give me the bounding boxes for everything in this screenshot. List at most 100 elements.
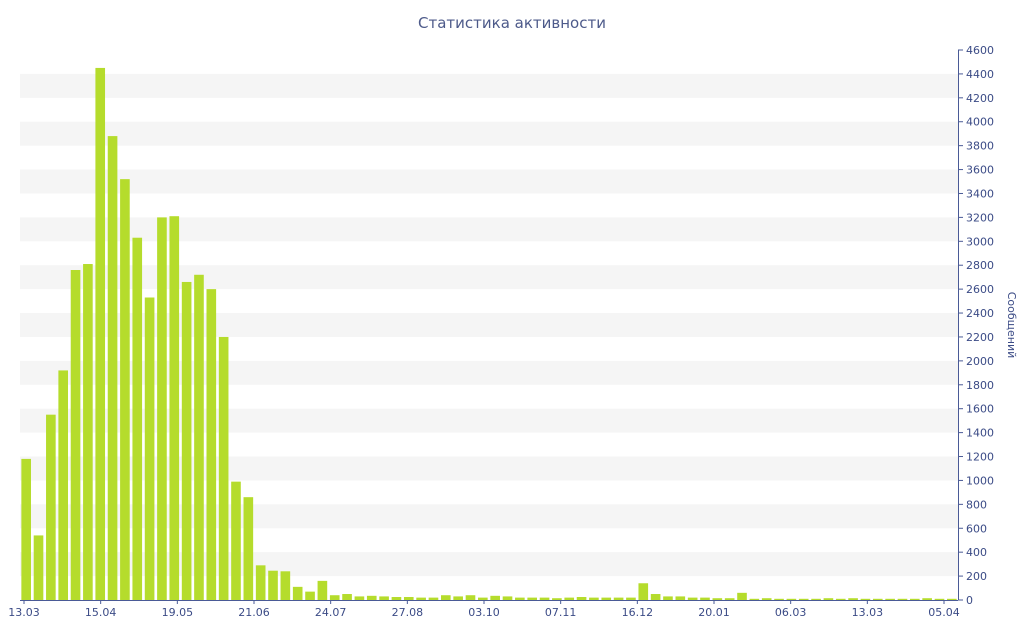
bar — [354, 596, 365, 600]
bar — [478, 597, 488, 600]
bar — [255, 565, 266, 600]
y-tick-label: 3000 — [966, 235, 994, 248]
x-tick-label: 16.12 — [622, 606, 654, 619]
y-tick-label: 2800 — [966, 259, 994, 272]
bar — [70, 270, 81, 600]
y-tick-label: 2600 — [966, 283, 994, 296]
bar — [601, 597, 612, 600]
grid-band — [20, 169, 958, 194]
bar — [46, 414, 56, 600]
grid-band — [20, 552, 958, 577]
bar — [576, 597, 587, 600]
bar — [885, 598, 895, 600]
bar — [416, 597, 426, 600]
grid-band — [20, 217, 958, 242]
bar — [218, 336, 229, 600]
chart-title: Статистика активности — [418, 14, 606, 32]
bar — [872, 598, 883, 600]
y-tick-label: 2000 — [966, 355, 994, 368]
grid-band — [20, 73, 958, 98]
bar — [527, 597, 538, 600]
bar — [638, 583, 649, 600]
bar — [21, 458, 31, 600]
y-tick-label: 600 — [966, 522, 987, 535]
bar — [58, 370, 69, 600]
bar — [428, 597, 439, 600]
grid-band — [20, 265, 958, 290]
bar — [391, 597, 402, 600]
bar — [774, 598, 784, 600]
bar — [564, 597, 575, 600]
bar — [922, 598, 932, 600]
bar — [786, 598, 797, 600]
bar — [305, 591, 315, 600]
bar — [465, 595, 476, 600]
x-tick-label: 06.03 — [775, 606, 807, 619]
x-tick-label: 19.05 — [162, 606, 194, 619]
y-tick-label: 4400 — [966, 68, 994, 81]
bar — [539, 597, 550, 600]
bar — [292, 586, 303, 600]
bar — [379, 596, 389, 600]
bar — [268, 570, 278, 600]
y-tick-label: 0 — [966, 594, 973, 607]
bar — [169, 216, 180, 600]
bar — [811, 598, 821, 600]
bar — [823, 598, 834, 600]
grid-band — [20, 504, 958, 529]
bar — [737, 592, 747, 600]
bar — [440, 595, 451, 600]
y-tick-label: 400 — [966, 546, 987, 559]
y-tick-label: 3200 — [966, 211, 994, 224]
bar — [552, 598, 562, 600]
y-tick-label: 2400 — [966, 307, 994, 320]
bar — [502, 596, 513, 600]
bar — [626, 597, 636, 600]
bar — [107, 136, 118, 600]
bar — [144, 297, 155, 600]
grid-band — [20, 121, 958, 146]
y-tick-label: 800 — [966, 498, 987, 511]
bar — [860, 598, 871, 600]
y-tick-label: 1400 — [966, 427, 994, 440]
bar — [95, 67, 106, 601]
bar — [83, 264, 93, 600]
bar — [687, 597, 698, 600]
bar — [909, 598, 920, 600]
bar — [280, 571, 291, 600]
bar — [897, 598, 908, 600]
bar — [712, 598, 723, 600]
y-tick-label: 4600 — [966, 44, 994, 57]
bar — [317, 580, 328, 600]
x-tick-label: 03.10 — [468, 606, 500, 619]
x-tick-label: 15.04 — [85, 606, 117, 619]
bar — [700, 597, 710, 600]
y-tick-label: 1000 — [966, 474, 994, 487]
bar — [947, 598, 957, 600]
x-tick-label: 07.11 — [545, 606, 577, 619]
y-axis-title: Сообщений — [1005, 292, 1018, 359]
x-tick-label: 21.06 — [238, 606, 270, 619]
bar — [675, 596, 686, 600]
x-tick-label: 05.04 — [928, 606, 960, 619]
bar — [798, 598, 809, 600]
bar — [650, 594, 661, 600]
bar — [515, 597, 525, 600]
bar — [663, 596, 673, 600]
x-tick-label: 13.03 — [8, 606, 40, 619]
x-tick-label: 24.07 — [315, 606, 347, 619]
y-tick-label: 4000 — [966, 116, 994, 129]
bar — [490, 595, 500, 600]
bar — [749, 598, 760, 600]
bar — [589, 597, 599, 600]
bar — [934, 598, 945, 600]
bar — [231, 481, 241, 600]
bar — [453, 596, 463, 600]
bar — [132, 237, 143, 600]
y-tick-label: 1800 — [966, 379, 994, 392]
bar — [835, 598, 846, 600]
bar — [761, 598, 772, 600]
bar — [157, 217, 167, 600]
bar — [613, 597, 624, 600]
